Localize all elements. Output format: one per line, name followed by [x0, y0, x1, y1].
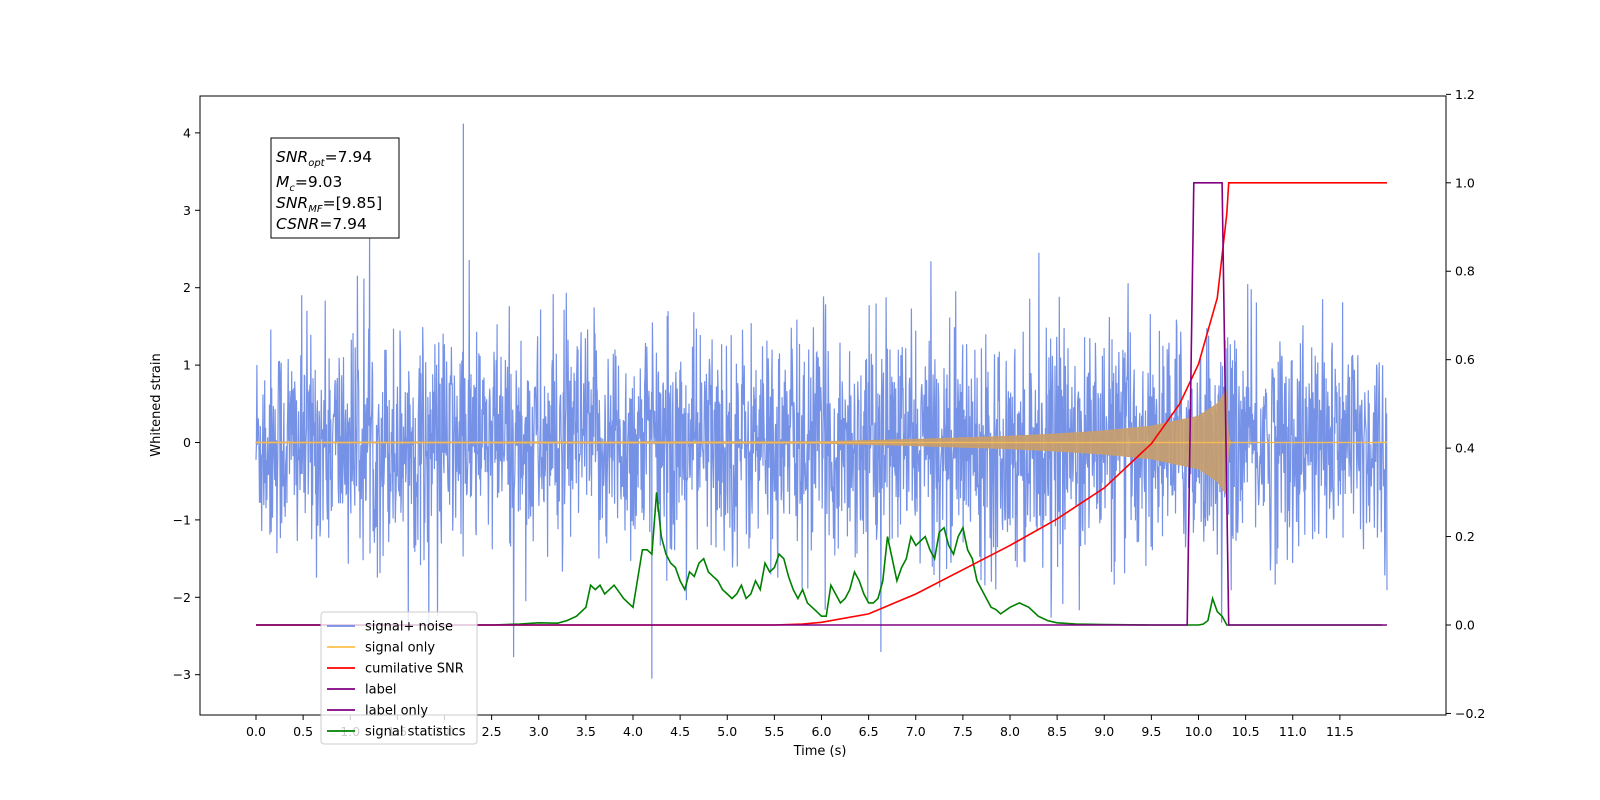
x-tick-label: 3.0 — [529, 724, 549, 739]
x-tick-label: 7.0 — [906, 724, 926, 739]
x-tick-label: 5.5 — [764, 724, 784, 739]
x-tick-label: 4.0 — [623, 724, 643, 739]
right-axis-series — [256, 182, 1387, 626]
legend-frame — [320, 611, 478, 745]
legend: signal+ noise signal only cumilative SNR la… — [320, 611, 478, 745]
x-tick-label: 9.0 — [1094, 724, 1114, 739]
y-left-tick-label: −1 — [173, 512, 191, 527]
x-tick-label: 8.0 — [1000, 724, 1020, 739]
legend-entry: signal statistics — [365, 725, 466, 740]
x-tick-label: 2.5 — [482, 724, 502, 739]
x-tick-label: 10.5 — [1232, 724, 1260, 739]
x-tick-label: 6.5 — [859, 724, 879, 739]
y-axis-label: Whitened strain — [149, 353, 164, 456]
x-tick-label: 11.0 — [1279, 724, 1307, 739]
y-left-tick-label: 0 — [183, 435, 191, 450]
y-right-tick-label: 0.0 — [1455, 618, 1475, 633]
data-layer — [255, 123, 1388, 679]
legend-entry: cumilative SNR — [365, 662, 464, 677]
x-tick-label: 9.5 — [1141, 724, 1161, 739]
y-right-tick-label: −0.2 — [1455, 706, 1485, 721]
mc-text: Mc=9.03 — [276, 173, 342, 194]
y-axis-left: −3 −2 −1 0 1 2 3 4 — [173, 125, 200, 682]
legend-entry: label only — [365, 704, 428, 719]
x-tick-label: 8.5 — [1047, 724, 1067, 739]
y-right-tick-label: 1.0 — [1455, 175, 1475, 190]
csnr-text: CSNR=7.94 — [276, 215, 367, 233]
x-tick-label: 0.0 — [246, 724, 266, 739]
y-left-tick-label: 1 — [183, 358, 191, 373]
y-left-tick-label: 4 — [183, 125, 191, 140]
x-tick-label: 5.0 — [717, 724, 737, 739]
x-tick-label: 3.5 — [576, 724, 596, 739]
x-axis-label: Time (s) — [793, 744, 847, 759]
x-tick-label: 10.0 — [1185, 724, 1213, 739]
x-tick-label: 7.5 — [953, 724, 973, 739]
y-left-tick-label: 3 — [183, 203, 191, 218]
y-right-tick-label: 0.4 — [1455, 441, 1475, 456]
series-signal-only — [255, 389, 1387, 496]
legend-entry: signal+ noise — [365, 620, 453, 635]
snr-opt-text: SNRopt=7.94 — [276, 148, 372, 169]
cumulative-snr-line — [256, 182, 1387, 626]
y-left-tick-label: −3 — [173, 667, 191, 682]
plot-frame — [199, 95, 1447, 716]
series-signal-noise — [255, 123, 1388, 679]
x-tick-label: 11.5 — [1326, 724, 1354, 739]
y-left-tick-label: −2 — [173, 590, 191, 605]
y-right-tick-label: 1.2 — [1455, 87, 1475, 102]
x-tick-label: 4.5 — [670, 724, 690, 739]
y-right-tick-label: 0.8 — [1455, 264, 1475, 279]
legend-entry: label — [365, 683, 396, 698]
y-right-tick-label: 0.2 — [1455, 529, 1475, 544]
label-line — [256, 182, 1387, 626]
y-right-tick-label: 0.6 — [1455, 352, 1475, 367]
info-box: SNRopt=7.94 Mc=9.03 SNRMF=[9.85] CSNR=7.… — [270, 137, 400, 239]
x-tick-label: 0.5 — [293, 724, 313, 739]
snr-mf-text: SNRMF=[9.85] — [276, 194, 382, 215]
y-left-tick-label: 2 — [183, 280, 191, 295]
y-axis-right: −0.2 0.0 0.2 0.4 0.6 0.8 1.0 1.2 — [1446, 87, 1485, 721]
legend-entry: signal only — [365, 641, 435, 656]
signal-statistics-line — [256, 492, 1383, 626]
x-tick-label: 6.0 — [812, 724, 832, 739]
